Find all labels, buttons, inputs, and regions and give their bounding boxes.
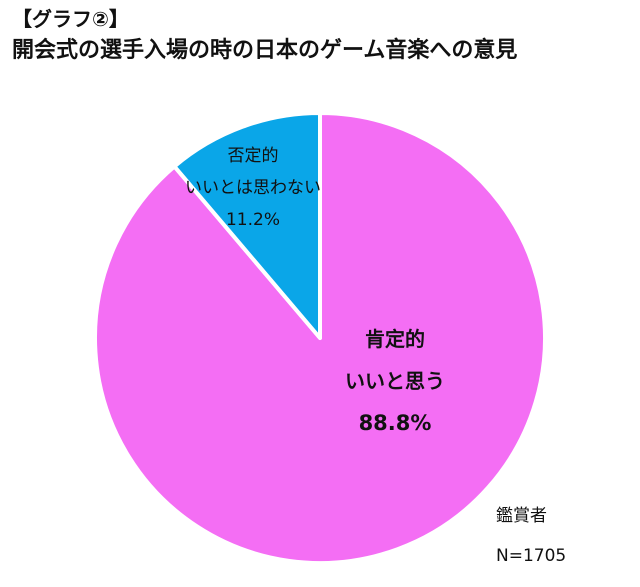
pie-slice-negative xyxy=(172,111,322,340)
sample-note: 鑑賞者 N=1705 xyxy=(496,496,566,576)
negative-percent: 11.2% xyxy=(225,210,280,230)
chart-title: 開会式の選手入場の時の日本のゲーム音楽への意見 xyxy=(12,38,518,63)
respondent-type: 鑑賞者 xyxy=(496,506,547,526)
positive-slice-label: 肯定的 いいと思う 88.8% xyxy=(320,318,470,444)
positive-category: 肯定的 xyxy=(365,327,425,351)
positive-percent: 88.8% xyxy=(358,411,432,435)
chart-label: 【グラフ②】 xyxy=(12,7,129,31)
sample-size: N=1705 xyxy=(496,546,567,566)
negative-label: いいとは思わない xyxy=(185,178,321,198)
negative-category: 否定的 xyxy=(227,146,279,166)
positive-label: いいと思う xyxy=(345,369,445,393)
pie-slices xyxy=(93,111,547,565)
negative-slice-label: 否定的 いいとは思わない 11.2% xyxy=(168,140,338,236)
